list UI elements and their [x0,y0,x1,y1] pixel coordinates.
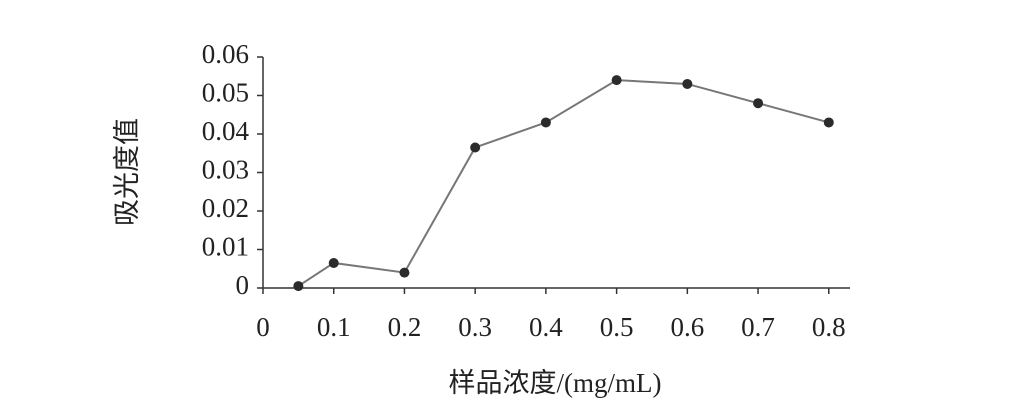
marker [328,257,339,268]
x-tick-label: 0.2 [388,312,422,342]
y-tick-label: 0.02 [202,193,249,223]
x-tick-label: 0.3 [458,312,492,342]
y-tick-label: 0.01 [202,232,249,262]
line [297,79,830,287]
x-tick-label: 0.8 [812,312,846,342]
x-tick-label: 0.6 [670,312,704,342]
marker [682,78,693,89]
marker [293,281,304,292]
x-tick-label: 0.5 [600,312,634,342]
marker [753,98,764,109]
marker [399,267,410,278]
marker [540,117,551,128]
x-tick-label: 0.1 [317,312,351,342]
y-tick-label: 0.05 [202,78,249,108]
x-tick-label: 0.7 [741,312,775,342]
x-axis-label: 样品浓度/(mg/mL) [449,368,662,398]
y-tick-label: 0.04 [202,116,250,146]
y-tick-label: 0 [236,270,250,300]
y-axis-label: 吸光度值 [112,118,142,226]
marker [470,142,481,153]
y-tick-label: 0.06 [202,39,249,69]
x-tick-label: 0.4 [529,312,563,342]
marker [611,75,622,86]
marker [823,117,834,128]
y-tick-label: 0.03 [202,155,249,185]
x-tick-label: 0 [256,312,270,342]
